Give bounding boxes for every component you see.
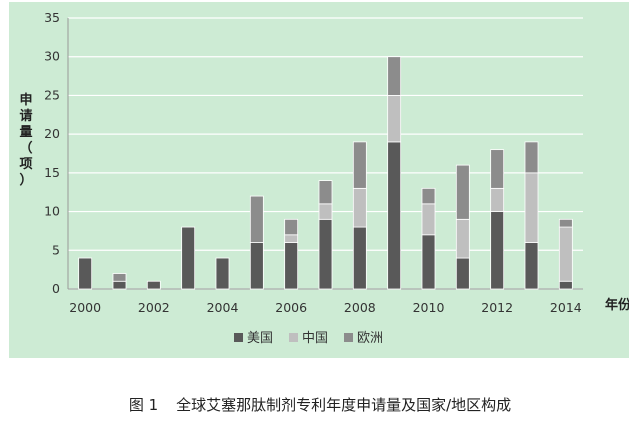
x-tick-label: 2006 bbox=[275, 300, 307, 315]
bar-segment bbox=[558, 280, 573, 290]
bar-segment bbox=[215, 257, 230, 290]
stacked-bar-chart: 0 5 10 15 20 25 30 35 2000 2002 2004 2006 2008 2010 20… bbox=[9, 2, 629, 358]
bar-segment bbox=[112, 273, 127, 282]
legend-swatch bbox=[344, 333, 353, 342]
bar-segment bbox=[558, 218, 573, 228]
bar-segment bbox=[284, 242, 299, 290]
x-tick-label: 2000 bbox=[69, 300, 101, 315]
y-tick-label: 0 bbox=[52, 281, 60, 296]
bar-segment bbox=[318, 180, 333, 205]
legend-label: 美国 bbox=[247, 331, 273, 346]
bar-segment bbox=[455, 164, 470, 220]
bar-segment bbox=[558, 226, 573, 282]
bar-segment bbox=[490, 149, 505, 189]
bar-segment bbox=[455, 257, 470, 290]
legend-label: 中国 bbox=[302, 331, 328, 346]
bar-segment bbox=[387, 95, 402, 143]
bar-segment bbox=[112, 280, 127, 290]
bar-segment bbox=[524, 172, 539, 243]
bar-segment bbox=[352, 226, 367, 290]
figure-caption: 图 1 全球艾塞那肽制剂专利年度申请量及国家/地区构成 bbox=[0, 394, 640, 415]
legend-swatch bbox=[289, 333, 298, 342]
bar-segment bbox=[146, 280, 161, 290]
bar-segment bbox=[249, 195, 264, 243]
bar-segment bbox=[181, 226, 196, 290]
y-tick-label: 5 bbox=[52, 242, 60, 257]
bar-segment bbox=[490, 211, 505, 290]
bar-segment bbox=[284, 218, 299, 236]
x-tick-label: 2008 bbox=[344, 300, 376, 315]
bar-segment bbox=[249, 242, 264, 290]
y-axis-title: 申请量（项） bbox=[19, 92, 32, 188]
bar-segment bbox=[284, 234, 299, 243]
bar-segment bbox=[524, 141, 539, 174]
y-tick-label: 10 bbox=[44, 204, 60, 219]
bar-segment bbox=[352, 141, 367, 189]
bar-segment bbox=[421, 234, 436, 290]
y-tick-label: 30 bbox=[44, 49, 60, 64]
bar-segment bbox=[387, 141, 402, 290]
x-tick-label: 2010 bbox=[413, 300, 445, 315]
bar-segment bbox=[318, 203, 333, 220]
legend-swatch bbox=[234, 333, 243, 342]
figure-number: 图 1 bbox=[128, 396, 159, 414]
y-tick-label: 20 bbox=[44, 126, 60, 141]
chart-panel: 0 5 10 15 20 25 30 35 2000 2002 2004 2006 2008 2010 20… bbox=[9, 2, 629, 358]
bar-segment bbox=[455, 218, 470, 259]
bar-segment bbox=[387, 56, 402, 96]
bar-segment bbox=[524, 242, 539, 290]
y-tick-label: 25 bbox=[44, 87, 60, 102]
y-tick-label: 35 bbox=[44, 10, 60, 25]
x-tick-label: 2002 bbox=[138, 300, 170, 315]
bar-segment bbox=[318, 218, 333, 290]
y-tick-label: 15 bbox=[44, 165, 60, 180]
figure-title: 全球艾塞那肽制剂专利年度申请量及国家/地区构成 bbox=[176, 396, 512, 414]
bar-segment bbox=[421, 187, 436, 205]
bar-segment bbox=[490, 187, 505, 212]
x-tick-label: 2012 bbox=[481, 300, 513, 315]
x-axis-title: 年份 bbox=[605, 297, 629, 313]
bar-segment bbox=[352, 187, 367, 228]
legend-label: 欧洲 bbox=[357, 331, 383, 346]
bar-segment bbox=[421, 203, 436, 236]
x-tick-label: 2004 bbox=[207, 300, 239, 315]
bar-segment bbox=[78, 257, 93, 290]
x-tick-label: 2014 bbox=[550, 300, 582, 315]
